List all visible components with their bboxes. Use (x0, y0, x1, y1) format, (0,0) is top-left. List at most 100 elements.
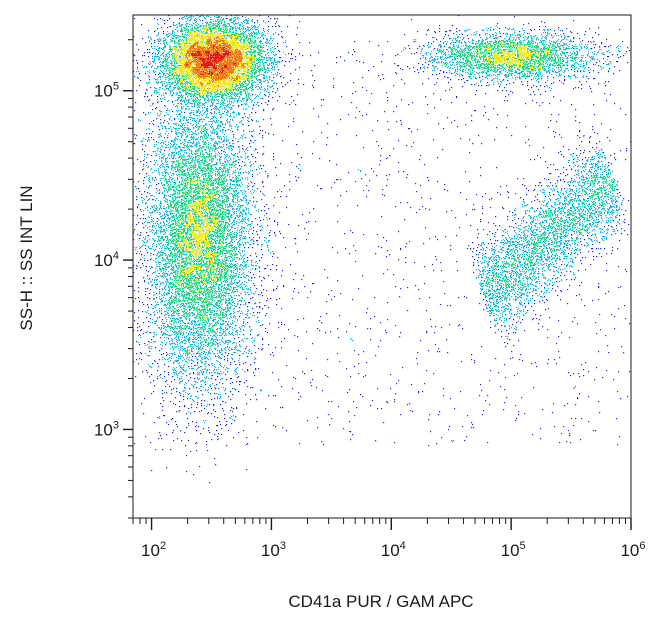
event-dot (318, 52, 319, 53)
event-dot (565, 44, 566, 45)
event-dot (340, 56, 341, 57)
event-dot (417, 48, 418, 49)
event-dot (154, 18, 155, 19)
event-dot (263, 28, 264, 29)
event-dot (420, 53, 421, 54)
event-dot (198, 17, 199, 18)
event-dot (159, 48, 160, 49)
event-dot (265, 55, 266, 56)
event-dot (149, 41, 150, 42)
event-dot (457, 56, 458, 57)
event-dot (267, 33, 268, 34)
event-dot (556, 35, 557, 36)
event-dot (198, 24, 199, 25)
event-dot (550, 44, 551, 45)
event-dot (210, 24, 211, 25)
event-dot (480, 59, 481, 60)
event-dot (283, 52, 284, 53)
event-dot (573, 41, 574, 42)
event-dot (477, 62, 478, 63)
event-dot (434, 61, 435, 62)
event-dot (180, 36, 181, 37)
event-dot (437, 62, 438, 63)
event-dot (443, 38, 444, 39)
event-dot (449, 62, 450, 63)
event-dot (142, 55, 143, 56)
event-dot (432, 62, 433, 63)
event-dot (617, 61, 618, 62)
event-dot (570, 52, 571, 53)
event-dot (459, 34, 460, 35)
event-dot (409, 48, 410, 49)
event-dot (588, 49, 589, 50)
event-dot (425, 62, 426, 63)
event-dot (309, 42, 310, 43)
event-dot (421, 51, 422, 52)
event-dot (552, 37, 553, 38)
event-dot (597, 52, 598, 53)
event-dot (183, 17, 184, 18)
event-dot (526, 39, 527, 40)
event-dot (584, 34, 585, 35)
event-dot (587, 55, 588, 56)
event-dot (353, 49, 354, 50)
event-dot (421, 49, 422, 50)
event-dot (158, 24, 159, 25)
event-dot (585, 44, 586, 45)
event-dot (200, 16, 201, 17)
event-dot (470, 50, 471, 51)
event-dot (232, 29, 233, 30)
event-dot (252, 29, 253, 30)
event-dot (268, 65, 269, 66)
event-dot (496, 25, 497, 26)
event-dot (583, 61, 584, 62)
event-dot (445, 41, 446, 42)
event-dot (163, 56, 164, 57)
event-dot (563, 39, 564, 40)
event-dot (566, 39, 567, 40)
event-dot (267, 53, 268, 54)
event-dot (255, 37, 256, 38)
event-dot (279, 62, 280, 63)
event-dot (441, 62, 442, 63)
event-dot (273, 52, 274, 53)
event-dot (447, 41, 448, 42)
event-dot (516, 65, 517, 66)
event-dot (473, 51, 474, 52)
event-dot (186, 35, 187, 36)
event-dot (536, 39, 537, 40)
event-dot (136, 44, 137, 45)
event-dot (284, 65, 285, 66)
event-dot (235, 17, 236, 18)
event-dot (186, 21, 187, 22)
event-dot (514, 32, 515, 33)
event-dot (552, 58, 553, 59)
event-dot (569, 44, 570, 45)
event-dot (512, 34, 513, 35)
event-dot (583, 55, 584, 56)
event-dot (554, 63, 555, 64)
event-dot (179, 26, 180, 27)
event-dot (186, 26, 187, 27)
event-dot (563, 47, 564, 48)
event-dot (436, 53, 437, 54)
event-dot (219, 17, 220, 18)
event-dot (553, 46, 554, 47)
event-dot (254, 44, 255, 45)
event-dot (592, 52, 593, 53)
event-dot (152, 58, 153, 59)
event-dot (236, 28, 237, 29)
event-dot (619, 29, 620, 30)
event-dot (234, 24, 235, 25)
event-dot (515, 45, 516, 46)
event-dot (295, 59, 296, 60)
event-dot (625, 53, 626, 54)
event-dot (607, 59, 608, 60)
event-dot (547, 60, 548, 61)
event-dot (571, 41, 572, 42)
event-dot (537, 58, 538, 59)
event-dot (465, 31, 466, 32)
event-dot (175, 25, 176, 26)
event-dot (576, 55, 577, 56)
event-dot (617, 54, 618, 55)
